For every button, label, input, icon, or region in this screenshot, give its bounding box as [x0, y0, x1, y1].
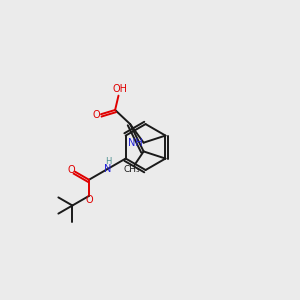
Text: OH: OH	[112, 84, 128, 94]
Text: NH: NH	[128, 138, 143, 148]
Text: N: N	[103, 164, 111, 174]
Text: O: O	[85, 195, 93, 205]
Text: O: O	[68, 165, 75, 175]
Text: CH₃: CH₃	[123, 165, 140, 174]
Text: H: H	[105, 157, 111, 166]
Text: O: O	[93, 110, 100, 121]
